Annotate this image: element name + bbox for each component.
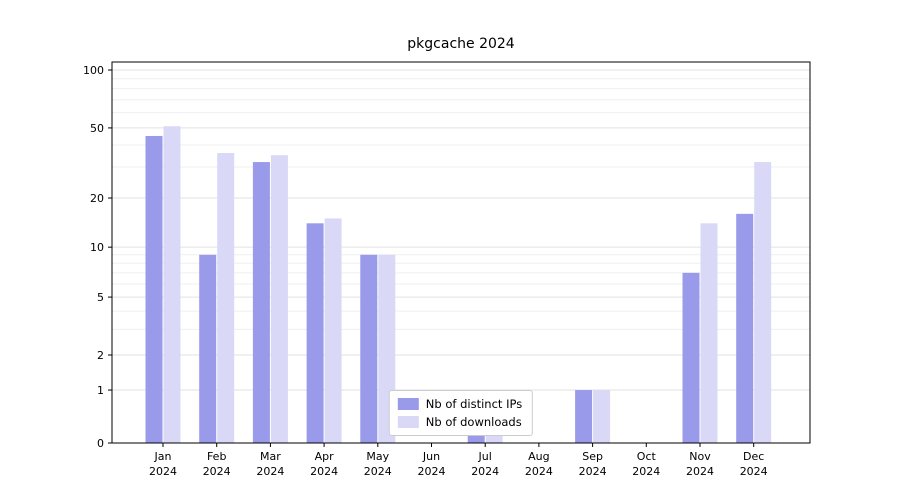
plot-frame: [111, 61, 811, 444]
x-tick-label-year: 2024: [149, 465, 177, 478]
x-tick-label-month: Mar: [260, 450, 281, 463]
x-tick-label-year: 2024: [471, 465, 499, 478]
bar-distinct-ips: [360, 254, 378, 443]
bar-downloads: [324, 218, 342, 443]
x-tick-label-month: Feb: [207, 450, 226, 463]
bar-downloads: [217, 153, 235, 444]
x-tick-label-month: Nov: [689, 450, 711, 463]
legend-label-distinct-ips: Nb of distinct IPs: [425, 397, 523, 411]
bar-distinct-ips: [575, 390, 593, 443]
x-tick-label-month: Oct: [637, 450, 657, 463]
legend-label-downloads: Nb of downloads: [425, 415, 522, 429]
x-tick-label-year: 2024: [203, 465, 231, 478]
bar-downloads: [163, 126, 181, 443]
legend-item-downloads: Nb of downloads: [397, 415, 522, 429]
y-tick-label: 1: [97, 384, 104, 397]
x-tick-label-year: 2024: [740, 465, 768, 478]
y-tick-label: 10: [90, 241, 104, 254]
x-tick-label-month: Sep: [582, 450, 603, 463]
x-tick-label-month: Aug: [528, 450, 549, 463]
legend-item-distinct-ips: Nb of distinct IPs: [397, 397, 523, 411]
chart-title: pkgcache 2024: [407, 36, 515, 52]
x-tick-label-month: May: [366, 450, 389, 463]
bar-downloads: [700, 223, 718, 443]
x-tick-label-year: 2024: [632, 465, 660, 478]
legend: Nb of distinct IPs Nb of downloads: [388, 390, 534, 436]
x-tick-label-month: Jun: [422, 450, 440, 463]
bar-downloads: [593, 390, 611, 443]
x-tick-label-year: 2024: [418, 465, 446, 478]
y-tick-label: 50: [90, 122, 104, 135]
x-tick-label-year: 2024: [256, 465, 284, 478]
bar-distinct-ips: [252, 162, 270, 443]
bar-distinct-ips: [306, 223, 324, 443]
x-tick-label-year: 2024: [364, 465, 392, 478]
y-tick-label: 100: [83, 64, 104, 77]
bar-downloads: [270, 155, 288, 443]
bar-downloads: [754, 162, 772, 443]
legend-swatch-distinct-ips: [397, 398, 419, 410]
x-tick-label-year: 2024: [579, 465, 607, 478]
bar-distinct-ips: [199, 254, 217, 443]
bar-distinct-ips: [736, 213, 754, 443]
x-tick-label-year: 2024: [310, 465, 338, 478]
bar-distinct-ips: [682, 272, 700, 443]
legend-swatch-downloads: [397, 416, 419, 428]
y-tick-label: 5: [97, 291, 104, 304]
x-tick-label-month: Apr: [315, 450, 335, 463]
y-tick-label: 20: [90, 192, 104, 205]
x-tick-label-month: Jan: [154, 450, 172, 463]
x-tick-label-month: Jul: [478, 450, 492, 463]
x-tick-label-month: Dec: [743, 450, 764, 463]
x-tick-label-year: 2024: [525, 465, 553, 478]
y-tick-label: 0: [97, 437, 104, 450]
bar-distinct-ips: [145, 135, 163, 443]
y-tick-label: 2: [97, 349, 104, 362]
x-tick-label-year: 2024: [686, 465, 714, 478]
